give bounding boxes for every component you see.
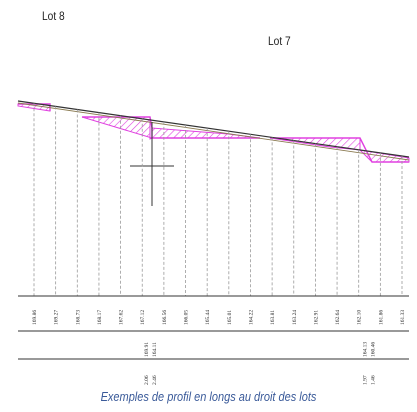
elevation-label: 167.12 — [140, 310, 146, 325]
platform-outline-lot7 — [270, 137, 409, 163]
platform-outline — [18, 103, 51, 111]
lot-8-label: Lot 8 — [42, 9, 65, 23]
terrain-lines — [17, 100, 410, 161]
elevation-label: 161.33 — [400, 310, 406, 325]
lot7-platform-height: 1.46 — [370, 375, 376, 385]
elevation-label: 166.56 — [162, 310, 168, 325]
elevation-label: 165.44 — [205, 310, 211, 325]
figure-caption: Exemples de profil en longs au droit des… — [100, 390, 317, 404]
lot8-platform-height: 2.46 — [152, 375, 158, 385]
cross-marker — [130, 122, 174, 206]
cut-fill-areas — [17, 103, 410, 163]
elevation-label: 169.27 — [54, 310, 60, 325]
terrain-line-2 — [17, 102, 410, 161]
lot7-platform-level: 164.13 — [363, 342, 369, 357]
lot8-platform-level: 164.11 — [152, 342, 158, 357]
terrain-line — [17, 100, 410, 158]
fill-zone-lot8 — [81, 116, 154, 140]
table-baselines — [18, 295, 409, 360]
elevation-label: 164.22 — [248, 310, 254, 325]
lot7-platform-height: 1.97 — [363, 375, 369, 385]
elevation-label: 162.91 — [313, 310, 319, 325]
elevation-label: 161.86 — [378, 310, 384, 325]
lot8-platform-height: 2.06 — [144, 375, 150, 385]
lot7-platform-level: 160.46 — [370, 342, 376, 357]
lot-7-label: Lot 7 — [268, 34, 291, 48]
elevation-label: 163.24 — [292, 310, 298, 325]
elevation-label: 162.10 — [357, 310, 363, 325]
elevation-label: 169.86 — [32, 310, 38, 325]
elevation-label: 162.64 — [335, 310, 341, 325]
elevation-label: 166.05 — [184, 310, 190, 325]
elevation-label: 168.73 — [75, 310, 81, 325]
lot8-platform-level: 169.91 — [144, 342, 150, 357]
elevation-label: 165.01 — [227, 310, 233, 325]
station-lines — [33, 103, 403, 296]
elevation-label: 163.81 — [270, 310, 276, 325]
elevation-labels: 169.86 169.27 168.73 168.17 167.62 167.12 166.… — [32, 310, 406, 325]
elevation-label: 168.17 — [97, 310, 103, 325]
platform-annotations: 169.91 164.11 2.06 2.46 164.13 160.46 1.97 1.46 — [144, 342, 376, 385]
elevation-label: 167.62 — [119, 310, 125, 325]
